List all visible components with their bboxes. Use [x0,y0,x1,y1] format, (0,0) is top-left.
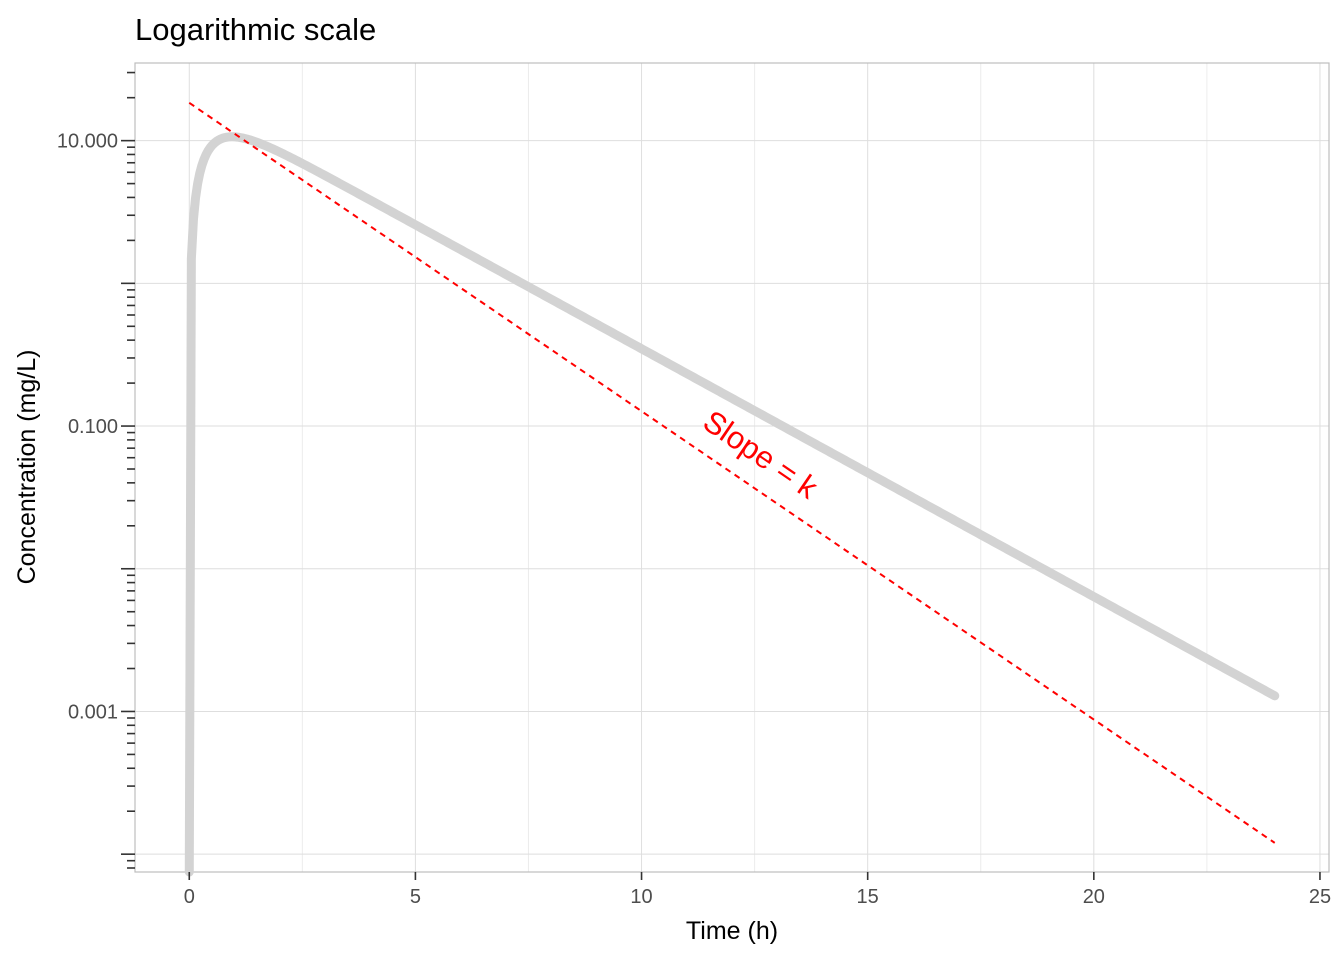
data-layer [184,102,1280,877]
y-tick-label: 0.001 [68,701,118,723]
chart-title: Logarithmic scale [135,12,376,47]
y-tick-label: 10.000 [57,131,118,153]
x-tick-label: 10 [630,886,652,908]
concentration-curve [184,132,1280,877]
x-tick-label: 20 [1083,886,1105,908]
plot-panel [134,62,1330,873]
y-tick-label: 0.100 [68,416,118,438]
y-axis-title: Concentration (mg/L) [13,350,41,585]
grid-layer [134,62,1330,873]
axes-layer: 0 5 10 15 20 25 10.000 0.100 0.001 [57,71,1331,908]
x-tick-label: 0 [184,886,195,908]
x-axis-title: Time (h) [686,917,778,945]
x-tick-label: 25 [1309,886,1331,908]
x-tick-label: 5 [410,886,421,908]
slope-line [188,102,1276,844]
x-tick-label: 15 [857,886,879,908]
